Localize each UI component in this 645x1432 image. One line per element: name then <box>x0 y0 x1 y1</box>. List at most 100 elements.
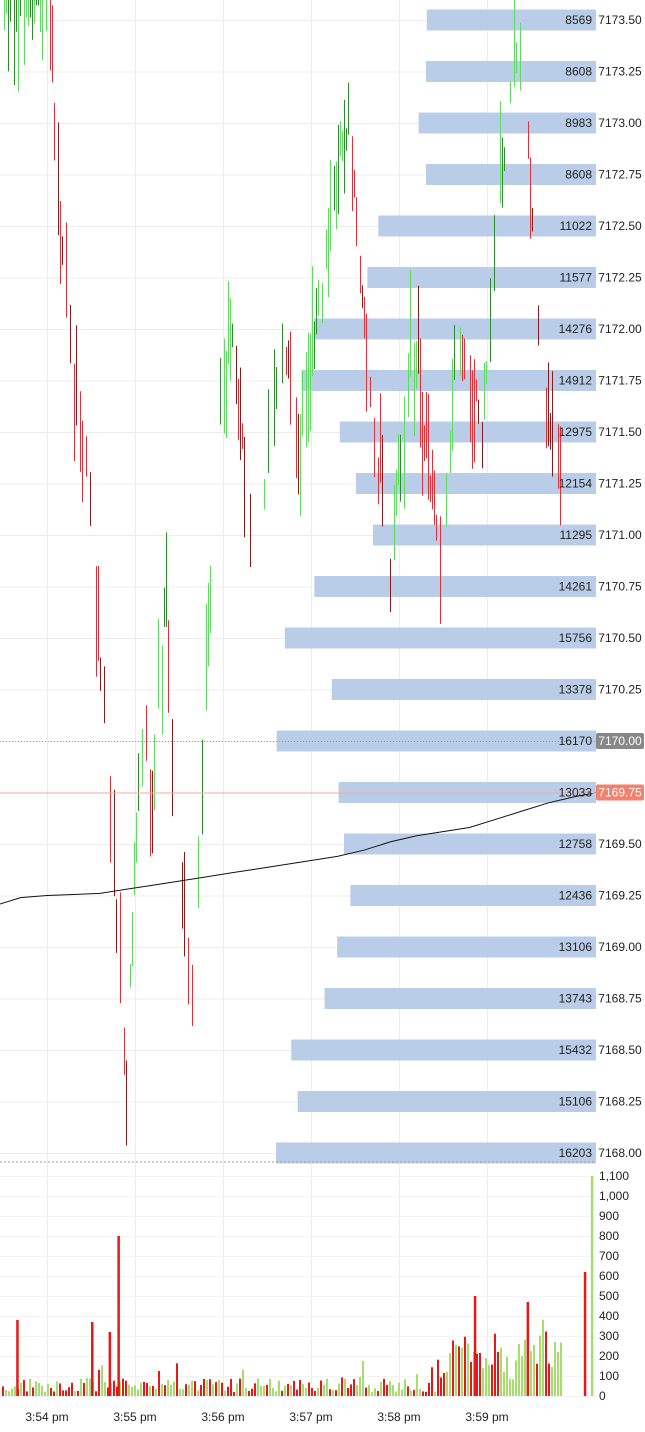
profile-volume-label: 16170 <box>559 734 593 748</box>
volume-bar <box>416 1374 418 1396</box>
volume-bar <box>464 1336 466 1396</box>
volume-bar <box>512 1379 514 1396</box>
profile-bar <box>297 1091 596 1112</box>
volume-bar <box>218 1380 220 1396</box>
profile-bar <box>350 885 596 906</box>
profile-volume-label: 8983 <box>565 116 592 130</box>
volume-bar <box>296 1389 298 1396</box>
volume-bar <box>368 1384 370 1396</box>
volume-bar <box>320 1380 322 1396</box>
volume-bar <box>56 1381 58 1396</box>
volume-axis-label: 700 <box>599 1249 619 1263</box>
volume-bar <box>2 1386 4 1396</box>
profile-bar <box>425 61 596 82</box>
volume-bar <box>311 1388 313 1396</box>
volume-bar <box>407 1386 409 1396</box>
volume-bar-peak <box>108 1332 112 1396</box>
volume-bar <box>146 1382 148 1396</box>
volume-bar <box>23 1380 25 1396</box>
time-axis-label: 3:56 pm <box>201 1410 244 1424</box>
volume-axis-label: 600 <box>599 1269 619 1283</box>
price-axis-label: 7170.25 <box>598 683 642 697</box>
volume-bar-peak <box>583 1272 587 1396</box>
volume-bar <box>413 1389 415 1396</box>
volume-bar <box>470 1361 472 1396</box>
volume-bar <box>497 1351 499 1396</box>
volume-bar <box>173 1381 175 1396</box>
volume-bar <box>158 1370 160 1396</box>
volume-bar <box>8 1391 10 1396</box>
volume-bar <box>443 1373 445 1396</box>
volume-bar <box>125 1380 127 1396</box>
volume-bar <box>179 1389 181 1396</box>
volume-axis-label: 300 <box>599 1329 619 1343</box>
profile-bar <box>367 267 596 288</box>
volume-bar <box>236 1383 238 1396</box>
volume-bar <box>506 1356 508 1396</box>
volume-bar <box>95 1391 97 1396</box>
volume-axis-label: 500 <box>599 1289 619 1303</box>
volume-bar <box>257 1378 259 1396</box>
volume-bar <box>239 1378 241 1396</box>
price-axis: 7173.50 7173.25 7173.00 7172.75 7172.50 7172.… <box>596 13 644 1160</box>
volume-bar <box>38 1382 40 1396</box>
volume-bar <box>515 1360 517 1396</box>
last-price-badge-label: 7169.75 <box>598 786 642 800</box>
volume-bar <box>245 1388 247 1396</box>
volume-bar <box>365 1387 367 1396</box>
volume-bar-peak <box>473 1296 477 1396</box>
volume-bar <box>227 1386 229 1396</box>
volume-bar <box>539 1335 541 1396</box>
profile-bar <box>378 215 596 237</box>
time-axis-label: 3:54 pm <box>25 1410 68 1424</box>
volume-bars <box>2 1176 594 1396</box>
volume-bar <box>20 1382 22 1396</box>
volume-bar <box>446 1371 448 1396</box>
volume-bar <box>545 1331 547 1396</box>
volume-bar <box>65 1390 67 1396</box>
profile-volume-label: 16203 <box>559 1146 593 1160</box>
volume-bar <box>254 1383 256 1396</box>
volume-bar <box>290 1385 292 1396</box>
volume-bar <box>89 1378 91 1396</box>
volume-axis-label: 800 <box>599 1229 619 1243</box>
time-axis-label: 3:59 pm <box>465 1410 508 1424</box>
volume-bar <box>392 1385 394 1396</box>
volume-bar <box>32 1387 34 1396</box>
volume-bar <box>341 1377 343 1396</box>
price-axis-label: 7169.25 <box>598 889 642 903</box>
volume-bar-peak <box>526 1302 530 1396</box>
volume-bar <box>284 1385 286 1396</box>
profile-bar <box>344 833 596 855</box>
time-axis-label: 3:57 pm <box>289 1410 332 1424</box>
price-axis-label: 7168.00 <box>598 1146 642 1160</box>
volume-bar <box>326 1378 328 1396</box>
volume-bar <box>428 1382 430 1396</box>
volume-bar <box>560 1342 562 1396</box>
profile-volume-label: 14912 <box>559 374 593 388</box>
volume-bar <box>98 1369 100 1396</box>
volume-bar <box>104 1382 106 1396</box>
volume-bar <box>86 1378 88 1396</box>
volume-bar <box>14 1386 16 1396</box>
volume-bar <box>62 1390 64 1396</box>
volume-bar <box>122 1378 124 1396</box>
volume-bar <box>323 1384 325 1396</box>
volume-bar <box>383 1378 385 1396</box>
volume-bar <box>278 1380 280 1396</box>
volume-bar <box>317 1387 319 1396</box>
profile-bar <box>276 730 596 752</box>
volume-bar <box>509 1378 511 1396</box>
volume-bar <box>335 1390 337 1396</box>
profile-volume-label: 8569 <box>565 13 592 27</box>
profile-volume-label: 14261 <box>559 580 593 594</box>
volume-bar <box>431 1367 433 1396</box>
volume-bar <box>359 1376 361 1396</box>
volume-bar <box>74 1390 76 1396</box>
volume-bar <box>533 1344 535 1396</box>
volume-bar <box>302 1384 304 1396</box>
profile-bar <box>337 936 596 958</box>
volume-bar-peak <box>91 1322 94 1396</box>
volume-bar <box>434 1391 436 1396</box>
volume-bar <box>224 1390 226 1396</box>
